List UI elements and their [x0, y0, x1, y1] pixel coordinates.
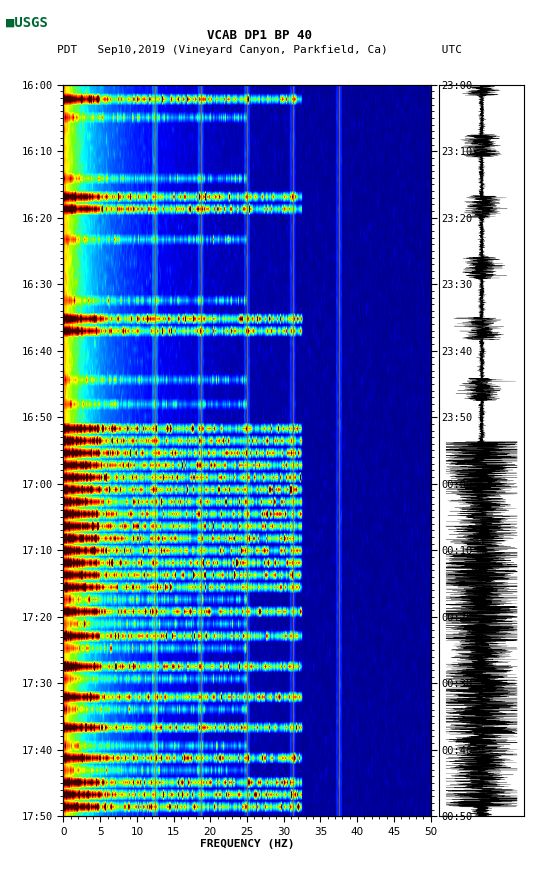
Text: ■USGS: ■USGS: [6, 15, 47, 29]
X-axis label: FREQUENCY (HZ): FREQUENCY (HZ): [200, 839, 294, 849]
Text: PDT   Sep10,2019 (Vineyard Canyon, Parkfield, Ca)        UTC: PDT Sep10,2019 (Vineyard Canyon, Parkfie…: [57, 45, 462, 54]
Text: VCAB DP1 BP 40: VCAB DP1 BP 40: [207, 29, 312, 43]
